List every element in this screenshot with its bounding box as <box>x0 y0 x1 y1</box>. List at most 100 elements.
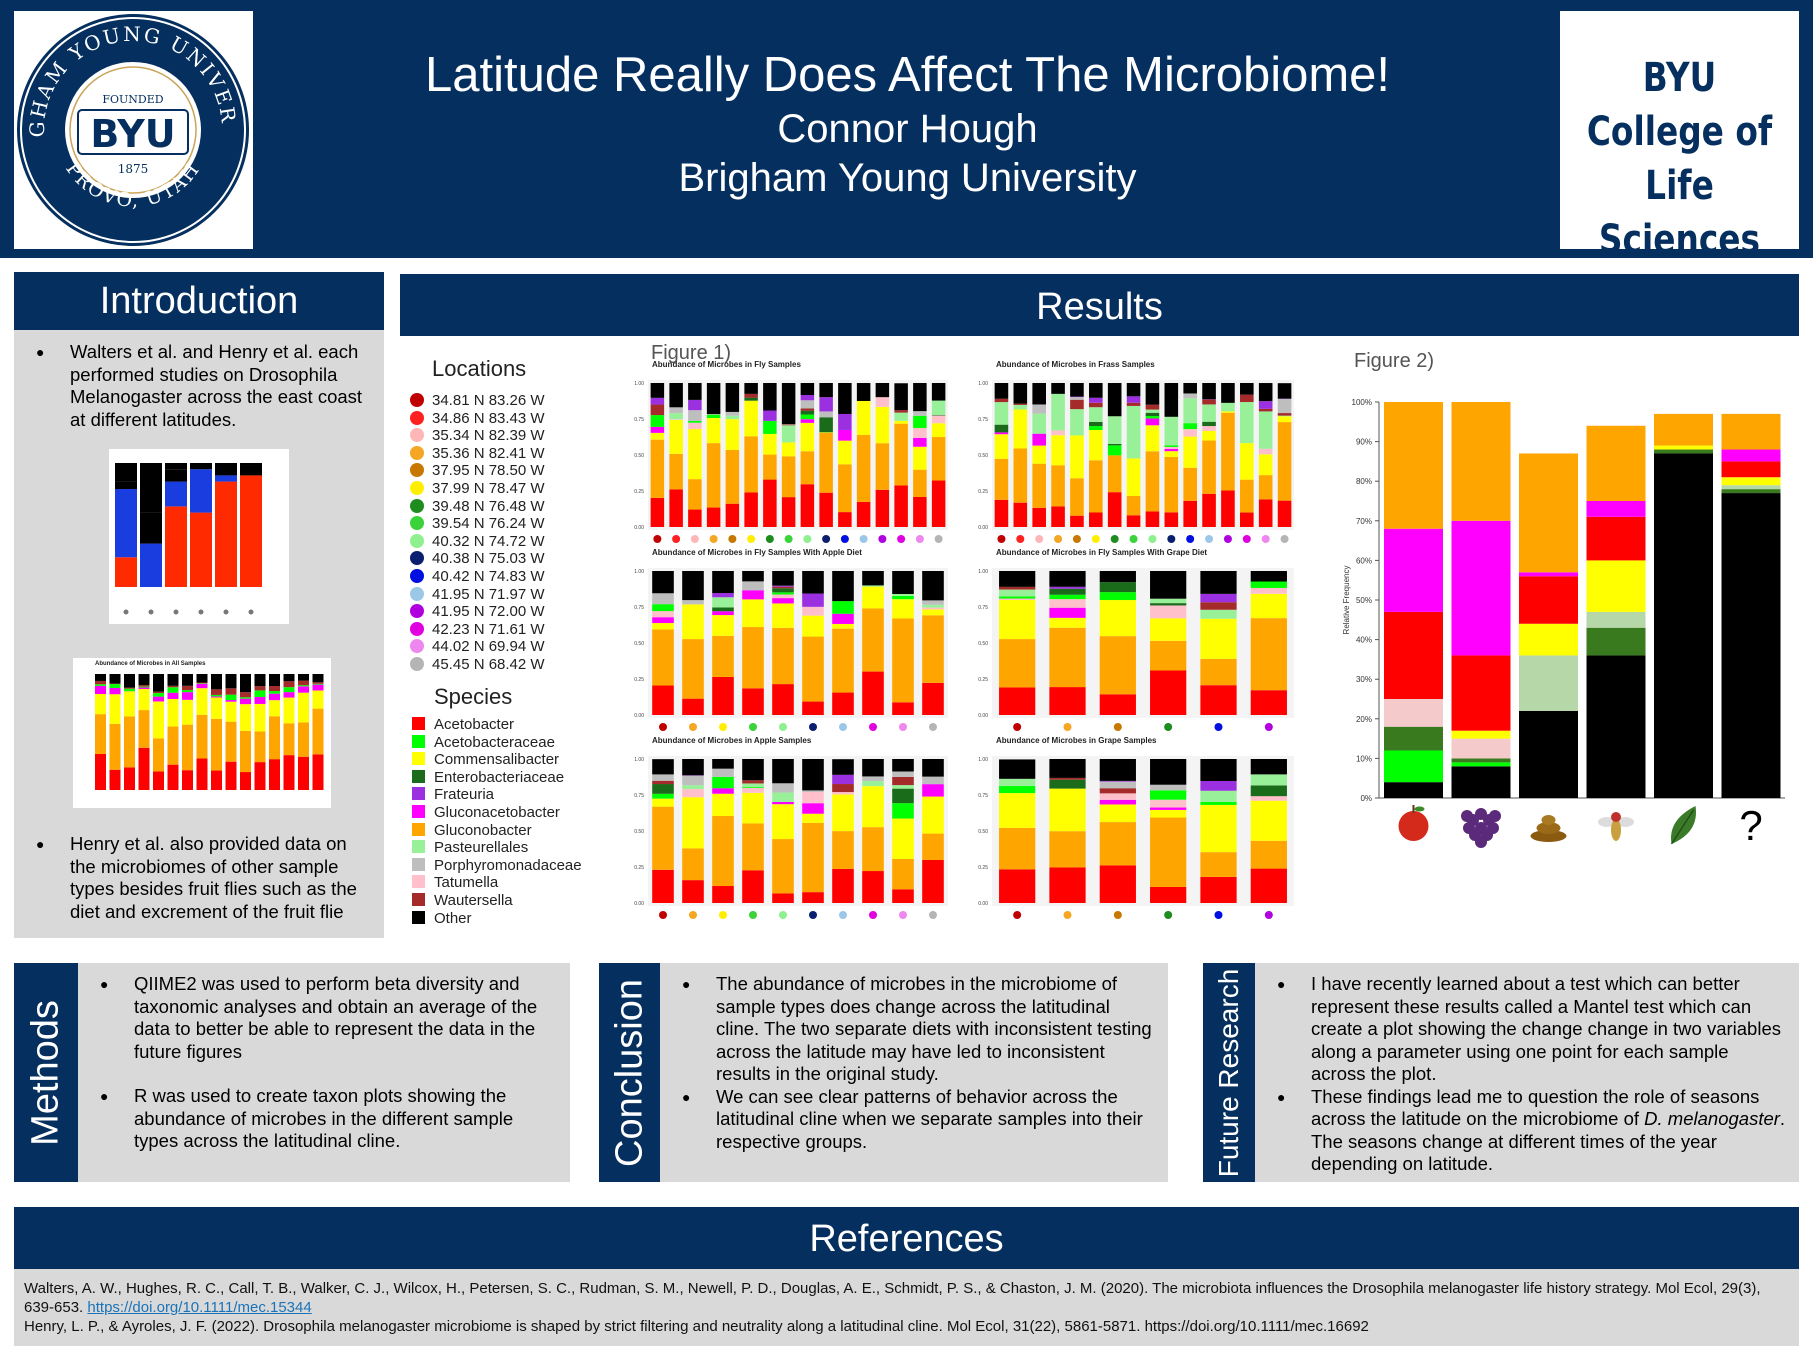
stacked-bar-segment <box>1150 807 1187 810</box>
intro-bottom-bar-segment <box>109 769 121 790</box>
stacked-bar-segment <box>1164 416 1179 446</box>
stacked-bar-segment <box>1099 822 1136 866</box>
stacked-bar-segment <box>894 485 908 527</box>
fig2-bar-segment <box>1451 730 1511 739</box>
stacked-bar-segment <box>1164 456 1179 513</box>
intro-bottom-bar-segment <box>138 674 150 686</box>
stacked-bar-segment <box>1049 687 1086 715</box>
stacked-bar-segment <box>763 433 777 455</box>
intro-top-bar-segment <box>140 543 162 587</box>
fig2-ylabel: Relative Frequency <box>1342 566 1351 635</box>
apple-icon <box>1398 805 1429 841</box>
fig2-tick-label: 10% <box>1356 754 1372 763</box>
stacked-bar-segment <box>772 839 794 894</box>
introduction-bullets-top: Walters et al. and Henry et al. each per… <box>36 341 371 431</box>
stacked-bar-segment <box>1240 383 1254 395</box>
location-label: 35.36 N 82.41 W <box>432 444 545 462</box>
intro-bottom-bar-segment <box>167 685 179 688</box>
location-marker <box>749 911 757 919</box>
tick-label: 0.75 <box>634 793 644 799</box>
stacked-bar-segment <box>892 785 914 789</box>
stacked-bar-segment <box>742 787 764 793</box>
stacked-bar-segment <box>1099 793 1136 800</box>
stacked-bar-segment <box>838 512 852 527</box>
intro-bottom-bar-segment <box>240 704 251 731</box>
tick-label: 0.75 <box>634 417 644 423</box>
stacked-bar-segment <box>922 759 944 777</box>
stacked-bar-segment <box>999 586 1036 590</box>
stacked-bar-segment <box>1202 421 1216 427</box>
location-label: 37.95 N 78.50 W <box>432 462 545 480</box>
fig2-question-mark: ? <box>1739 802 1762 849</box>
stacked-bar-segment <box>832 613 854 624</box>
stacked-bar-segment <box>832 759 854 775</box>
intro-bottom-bar-segment <box>312 674 324 683</box>
location-marker <box>869 911 877 919</box>
stacked-bar-segment <box>650 497 665 527</box>
intro-top-bar-segment <box>215 475 237 482</box>
fig2-tick-label: 80% <box>1356 477 1372 486</box>
stacked-bar-segment <box>862 608 884 672</box>
reference-1-link[interactable]: https://doi.org/10.1111/mec.15344 <box>87 1299 312 1316</box>
stacked-bar-segment <box>781 456 796 498</box>
location-label: 42.23 N 71.61 W <box>432 620 545 638</box>
stacked-bar-segment <box>1099 780 1136 782</box>
stacked-bar-segment <box>652 869 674 903</box>
stacked-bar-segment <box>712 571 734 594</box>
stacked-bar-segment <box>1089 426 1103 430</box>
intro-bottom-bar-segment <box>240 697 251 699</box>
stacked-bar-segment <box>682 639 704 699</box>
stacked-bar-segment <box>999 827 1036 870</box>
location-marker <box>779 911 787 919</box>
stacked-bar-segment <box>1200 593 1237 603</box>
stacked-bar-segment <box>894 412 908 421</box>
intro-bottom-bar-segment <box>138 685 150 687</box>
stacked-bar-segment <box>1183 383 1197 394</box>
stacked-bar-segment <box>838 383 852 414</box>
fig2-bar-segment <box>1451 520 1511 656</box>
fig2-tick-label: 90% <box>1356 438 1372 447</box>
location-dot <box>410 533 424 548</box>
intro-bottom-bar-segment <box>312 708 324 755</box>
stacked-bar-segment <box>1240 512 1254 527</box>
location-marker <box>653 535 662 543</box>
stacked-bar-segment <box>1150 605 1187 619</box>
conclusion-bullet: The abundance of microbes in the microbi… <box>682 973 1157 1086</box>
location-legend-item: 39.54 N 76.24 W <box>410 515 545 532</box>
intro-bottom-bar-segment <box>298 674 309 681</box>
stacked-bar-segment <box>832 794 854 832</box>
intro-bottom-bar-segment <box>254 731 266 763</box>
intro-bottom-bar-segment <box>138 689 150 711</box>
species-swatch <box>412 840 425 854</box>
figure1-panel: Abundance of Microbes in Fly Samples Wit… <box>634 548 948 731</box>
intro-bottom-bar-segment <box>109 684 121 688</box>
stacked-bar-segment <box>725 419 740 450</box>
fig2-tick-label: 0% <box>1360 794 1372 803</box>
stacked-bar-segment <box>1200 780 1237 791</box>
stacked-bar-segment <box>742 599 764 628</box>
stacked-bar-segment <box>712 593 734 598</box>
stacked-bar-segment <box>913 496 927 527</box>
stacked-bar-segment <box>1277 416 1292 423</box>
stacked-bar-segment <box>742 823 764 871</box>
stacked-bar-segment <box>1277 383 1292 399</box>
intro-bottom-bar-segment <box>283 687 295 693</box>
stacked-bar-segment <box>819 432 833 493</box>
location-marker <box>809 911 817 919</box>
fig2-bar-segment <box>1451 762 1511 767</box>
stacked-bar-segment <box>1051 506 1065 527</box>
species-swatch <box>412 857 425 871</box>
college-logo: BYU College of Life Sciences <box>1560 11 1799 263</box>
methods-heading: Methods <box>24 999 67 1146</box>
stacked-bar-segment <box>742 581 764 591</box>
intro-bottom-bar-segment <box>211 689 222 695</box>
location-dot <box>410 657 424 671</box>
intro-bottom-bar-segment <box>211 718 222 771</box>
stacked-bar-segment <box>1250 759 1287 775</box>
location-label: 45.45 N 68.42 W <box>432 656 545 673</box>
tick-label: 0.50 <box>978 453 988 459</box>
location-marker <box>689 911 697 919</box>
stacked-bar-segment <box>1089 512 1103 527</box>
location-marker <box>1214 723 1223 731</box>
species-swatch <box>412 717 425 730</box>
